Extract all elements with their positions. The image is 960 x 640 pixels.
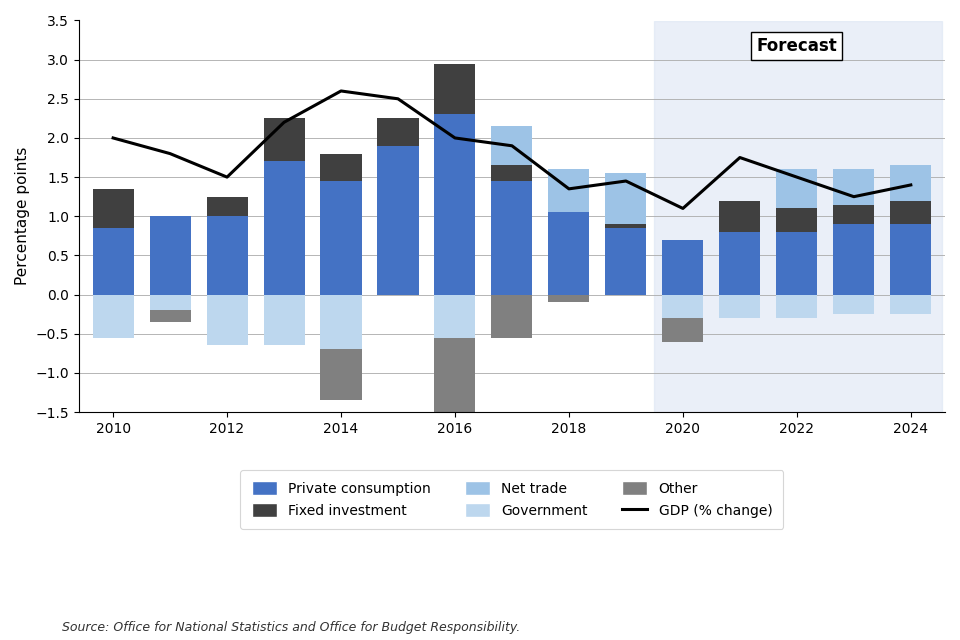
Bar bbox=[206, 294, 248, 346]
Bar bbox=[777, 232, 817, 294]
Bar bbox=[150, 310, 191, 322]
Bar bbox=[833, 294, 875, 314]
Bar bbox=[321, 349, 362, 400]
Bar bbox=[150, 216, 191, 294]
Bar bbox=[548, 212, 589, 294]
Bar bbox=[833, 224, 875, 294]
Y-axis label: Percentage points: Percentage points bbox=[15, 147, 30, 285]
Bar bbox=[263, 161, 304, 294]
Bar bbox=[833, 205, 875, 224]
Bar bbox=[150, 294, 191, 310]
Bar bbox=[435, 294, 475, 338]
Bar bbox=[833, 169, 875, 205]
Bar bbox=[719, 294, 760, 318]
Bar bbox=[548, 294, 589, 302]
Bar bbox=[263, 118, 304, 161]
Bar bbox=[655, 20, 942, 412]
Text: Source: Office for National Statistics and Office for Budget Responsibility.: Source: Office for National Statistics a… bbox=[62, 621, 520, 634]
Bar bbox=[492, 126, 533, 165]
Bar bbox=[890, 224, 931, 294]
Bar bbox=[890, 165, 931, 200]
Bar bbox=[435, 338, 475, 420]
Bar bbox=[492, 181, 533, 294]
Bar bbox=[606, 228, 646, 294]
Bar bbox=[548, 169, 589, 212]
Bar bbox=[777, 169, 817, 209]
Bar bbox=[92, 228, 133, 294]
Bar bbox=[206, 216, 248, 294]
Bar bbox=[662, 318, 704, 342]
Bar bbox=[377, 118, 419, 146]
Bar bbox=[777, 294, 817, 318]
Bar bbox=[890, 294, 931, 314]
Bar bbox=[263, 294, 304, 346]
Bar bbox=[662, 294, 704, 318]
Bar bbox=[92, 189, 133, 228]
Bar bbox=[777, 209, 817, 232]
Bar bbox=[492, 165, 533, 181]
Bar bbox=[606, 224, 646, 228]
Bar bbox=[377, 146, 419, 294]
Legend: Private consumption, Fixed investment, Net trade, Government, Other, GDP (% chan: Private consumption, Fixed investment, N… bbox=[240, 470, 783, 529]
Bar bbox=[321, 294, 362, 349]
Bar bbox=[492, 294, 533, 338]
Bar bbox=[606, 173, 646, 224]
Bar bbox=[719, 200, 760, 232]
Bar bbox=[206, 196, 248, 216]
Bar bbox=[662, 240, 704, 294]
Bar bbox=[321, 154, 362, 181]
Bar bbox=[435, 63, 475, 115]
Bar bbox=[92, 294, 133, 338]
Bar bbox=[435, 115, 475, 294]
Bar bbox=[890, 200, 931, 224]
Bar bbox=[719, 232, 760, 294]
Text: Forecast: Forecast bbox=[756, 36, 837, 54]
Bar bbox=[321, 181, 362, 294]
